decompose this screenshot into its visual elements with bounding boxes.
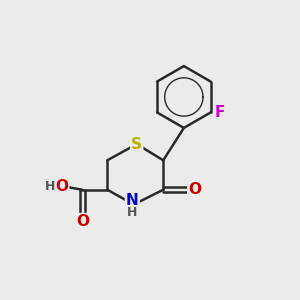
Text: O: O <box>55 179 68 194</box>
Text: H: H <box>45 180 55 193</box>
Text: F: F <box>215 105 225 120</box>
Text: O: O <box>76 214 89 229</box>
Text: S: S <box>131 136 142 152</box>
Text: O: O <box>188 182 201 197</box>
Text: H: H <box>127 206 137 219</box>
Text: N: N <box>126 194 139 208</box>
